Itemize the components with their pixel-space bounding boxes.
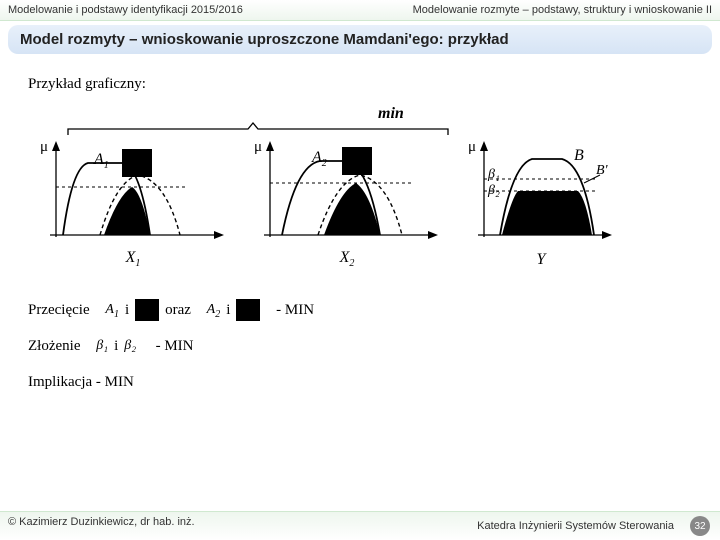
a1-label: A1 [94, 151, 109, 171]
header-left: Modelowanie i podstawy identyfikacji 201… [0, 0, 360, 21]
mu-label-3: μ [468, 139, 476, 156]
footer-right: Katedra Inżynierii Systemów Sterowania 3… [358, 512, 720, 540]
blackbox-inline-1 [135, 299, 159, 321]
graph-a2: μ A2 X2 [252, 135, 442, 265]
line-intersection: Przecięcie A1 i oraz A2 i - MIN [28, 295, 692, 325]
y-label: Y [537, 251, 546, 269]
page-number: 32 [690, 516, 710, 536]
mu-label-1: μ [40, 139, 48, 156]
content-region: Przykład graficzny: min [0, 66, 720, 413]
title-bar: Model rozmyty – wnioskowanie uproszczone… [8, 25, 712, 54]
b-label: B [574, 147, 584, 165]
a2-label: A2 [312, 149, 327, 169]
beta1-label: β₁ [488, 167, 500, 183]
beta2-label: β₂ [488, 183, 500, 199]
bprime-label: B' [596, 163, 608, 179]
line-composition: Złożenie β₁ i β₂ - MIN [28, 331, 692, 361]
diagram: min [38, 107, 692, 277]
footer: © Kazimierz Duzinkiewicz, dr hab. inż. K… [0, 511, 720, 540]
graph-a1: μ A1 X1 [38, 135, 228, 265]
x1-label: X1 [126, 249, 141, 269]
blackbox-inline-2 [236, 299, 260, 321]
x2-label: X2 [340, 249, 355, 269]
blackbox-1 [122, 149, 152, 177]
blackbox-2 [342, 147, 372, 175]
header-right: Modelowanie rozmyte – podstawy, struktur… [360, 0, 720, 21]
subheading: Przykład graficzny: [28, 76, 692, 93]
graph-b: μ B β₁ β₂ B' Y [466, 135, 616, 265]
footer-left: © Kazimierz Duzinkiewicz, dr hab. inż. [0, 512, 358, 540]
line-implication: Implikacja - MIN [28, 367, 692, 397]
text-lines: Przecięcie A1 i oraz A2 i - MIN Złożenie… [28, 295, 692, 397]
mu-label-2: μ [254, 139, 262, 156]
